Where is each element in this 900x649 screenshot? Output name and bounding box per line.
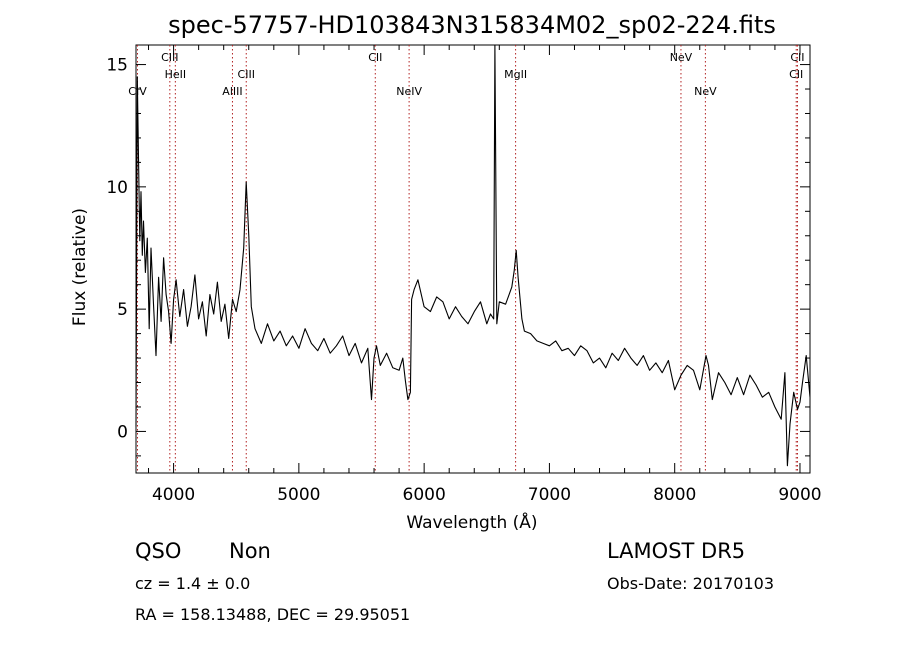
line-marker-label-cii-11: CII xyxy=(789,68,803,81)
y-tick-label-15: 15 xyxy=(106,56,128,76)
y-tick-label-5: 5 xyxy=(117,300,128,320)
y-axis-label: Flux (relative) xyxy=(70,208,90,326)
spectrum-line xyxy=(135,44,811,467)
object-class: QSO xyxy=(135,539,181,563)
plot-frame xyxy=(135,44,811,474)
y-tick-label-0: 0 xyxy=(117,422,128,442)
line-marker-label-aliii-3: AlIII xyxy=(222,85,242,98)
line-marker-label-neiv-6: NeIV xyxy=(396,85,422,98)
x-tick-label-6000: 6000 xyxy=(403,485,446,505)
x-tick-label-5000: 5000 xyxy=(277,485,320,505)
line-marker-label-ciii-4: CIII xyxy=(238,68,255,81)
y-tick-label-10: 10 xyxy=(106,178,128,198)
x-axis-label: Wavelength (Å) xyxy=(406,511,537,533)
line-marker-label-heii-2: HeII xyxy=(165,68,187,81)
emission-line-markers: CIVCIIIHeIIAlIIICIIICIINeIVMgIINeVNeVCII… xyxy=(128,45,805,473)
line-marker-label-mgii-7: MgII xyxy=(504,68,527,81)
x-tick-label-4000: 4000 xyxy=(152,485,195,505)
line-marker-label-cii-10: CII xyxy=(790,51,804,64)
survey-name: LAMOST DR5 xyxy=(607,539,745,563)
plot-area: CIVCIIIHeIIAlIIICIIICIINeIVMgIINeVNeVCII… xyxy=(106,44,822,505)
line-marker-label-cii-5: CII xyxy=(368,51,382,64)
observation-date: Obs-Date: 20170103 xyxy=(607,574,774,593)
line-marker-label-nev-9: NeV xyxy=(694,85,717,98)
ra-dec-value: RA = 158.13488, DEC = 29.95051 xyxy=(135,605,410,624)
line-marker-label-ciii-1: CIII xyxy=(161,51,178,64)
info-panel: QSO Non cz = 1.4 ± 0.0 RA = 158.13488, D… xyxy=(135,539,774,624)
chart-title: spec-57757-HD103843N315834M02_sp02-224.f… xyxy=(168,11,776,39)
x-tick-label-9000: 9000 xyxy=(778,485,821,505)
line-marker-label-nev-8: NeV xyxy=(670,51,693,64)
x-tick-label-8000: 8000 xyxy=(653,485,696,505)
x-tick-label-7000: 7000 xyxy=(528,485,571,505)
object-subclass: Non xyxy=(229,539,271,563)
axis-ticks: 4000 5000 6000 7000 8000 9000 0 5 10 15 xyxy=(106,45,822,505)
redshift-value: cz = 1.4 ± 0.0 xyxy=(135,574,250,593)
